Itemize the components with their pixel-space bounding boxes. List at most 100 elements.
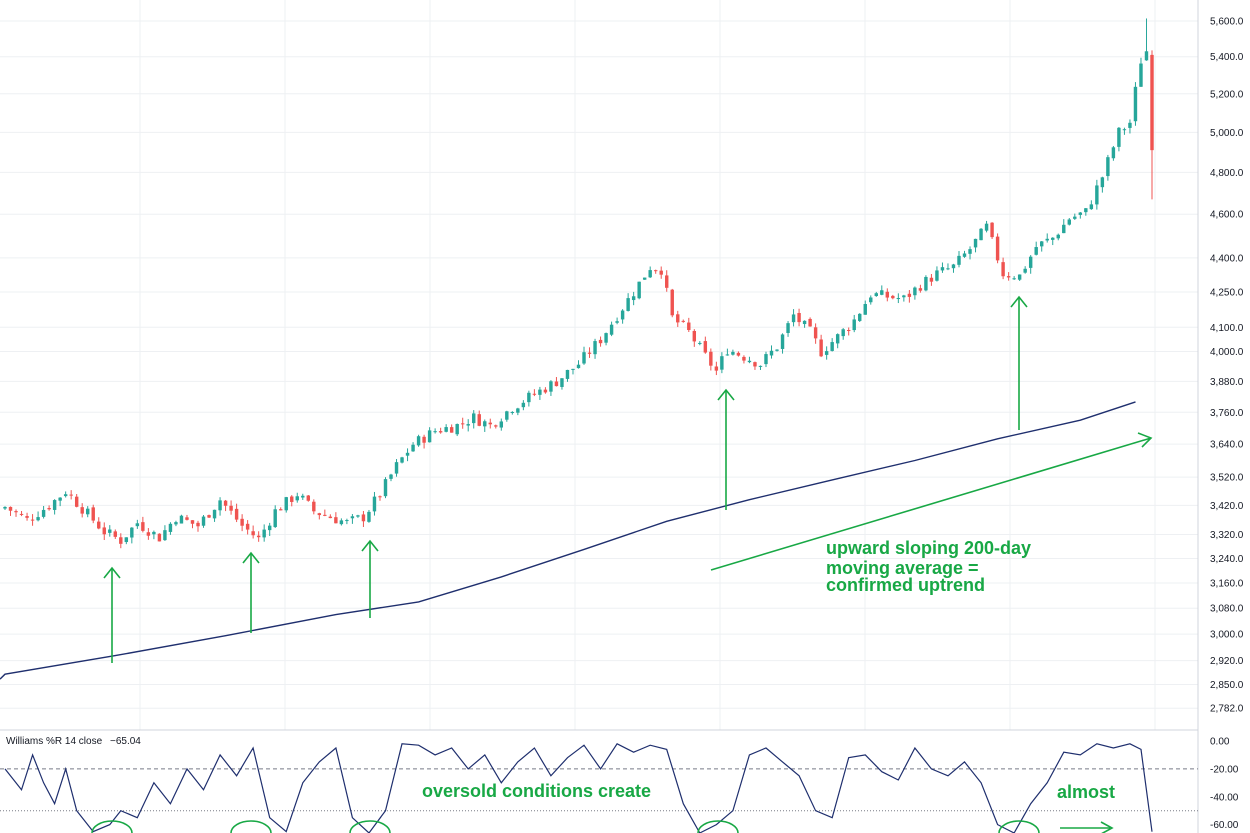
trend-arrow-head (1137, 432, 1153, 448)
price-tick-label: 3,240.0 (1210, 554, 1244, 565)
candle-down (990, 222, 994, 238)
candle-down (918, 288, 923, 291)
candle-down (190, 520, 195, 524)
candle-up (858, 313, 862, 321)
price-tick-label: 5,000.0 (1210, 128, 1244, 139)
candle-up (775, 349, 779, 351)
candle-down (587, 352, 592, 354)
candle-up (135, 523, 140, 527)
annotation-line-3: confirmed uptrend (826, 575, 985, 595)
candle-up (212, 509, 217, 519)
candle-down (14, 511, 18, 513)
candle-down (653, 270, 658, 272)
price-tick-label: 3,880.0 (1210, 377, 1244, 388)
candle-down (692, 330, 697, 342)
candle-down (102, 527, 106, 535)
candle-up (86, 508, 90, 515)
candle-up (1100, 177, 1105, 188)
candle-down (323, 514, 327, 516)
candle-up (620, 310, 625, 320)
wr-annotations: oversold conditions create almost (91, 781, 1115, 833)
oversold-circle-3 (349, 820, 391, 833)
candle-up (516, 408, 520, 413)
candle-up (913, 287, 917, 296)
candle-up (1040, 241, 1044, 247)
candle-up (295, 496, 299, 501)
price-tick-label: 4,800.0 (1210, 168, 1244, 179)
candle-up (521, 402, 526, 408)
candle-down (25, 516, 29, 518)
candle-up (455, 424, 459, 435)
candle-down (477, 414, 481, 426)
candle-down (30, 519, 35, 521)
price-tick-label: 2,920.0 (1210, 656, 1244, 667)
candle-up (747, 360, 752, 363)
candle-up (571, 368, 575, 370)
support-arrow-3-head (361, 539, 379, 552)
candle-down (328, 516, 333, 519)
wr-gridlines (0, 768, 1198, 812)
candle-down (808, 318, 812, 327)
candle-up (130, 527, 134, 538)
candle-up (52, 500, 57, 510)
candle-up (946, 268, 950, 270)
price-tick-label: 3,160.0 (1210, 579, 1244, 590)
williams-r-line (4, 743, 1153, 833)
candle-down (251, 531, 255, 536)
price-tick-label: 4,250.0 (1210, 287, 1244, 298)
candle-down (1006, 276, 1011, 278)
candle-down (113, 531, 117, 537)
candle-down (361, 514, 366, 522)
annotation-line-2: moving average = (826, 558, 979, 578)
candle-up (984, 223, 989, 231)
candle-down (929, 277, 934, 282)
price-tick-label: 2,782.0 (1210, 704, 1244, 715)
candle-down (74, 496, 79, 507)
candle-up (372, 496, 377, 512)
candle-down (196, 522, 200, 527)
oversold-circle-4 (697, 820, 739, 833)
candle-up (499, 421, 504, 428)
candle-up (284, 497, 288, 511)
candle-up (863, 304, 867, 315)
support-arrow-1-head (103, 566, 121, 579)
candle-up (367, 511, 371, 522)
candle-down (714, 366, 719, 371)
candle-down (185, 517, 189, 520)
candle-up (869, 297, 873, 303)
price-tick-label: 2,850.0 (1210, 680, 1244, 691)
candle-down (709, 351, 713, 366)
candle-up (609, 324, 614, 335)
candle-up (1133, 86, 1138, 122)
candle-up (1012, 278, 1016, 280)
support-arrow-5-head (1010, 295, 1028, 308)
candle-down (659, 270, 663, 275)
wr-tick-label: -40.00 (1210, 792, 1239, 803)
candle-down (753, 362, 757, 367)
candle-up (1078, 212, 1083, 215)
candle-up (631, 296, 636, 301)
oversold-circle-1 (91, 820, 133, 833)
candlestick-layer (3, 18, 1154, 549)
price-axis: 5,600.0 5,400.0 5,200.0 5,000.0 4,800.0 4,600… (1210, 16, 1244, 714)
annotation-line-1: upward sloping 200-day (826, 538, 1031, 558)
wr-axis: 0.00 -20.00 -40.00 -60.00 (1210, 737, 1239, 832)
candle-down (813, 327, 818, 339)
candle-down (736, 352, 741, 356)
candle-up (538, 389, 542, 395)
candle-up (3, 506, 7, 509)
candle-down (885, 291, 890, 298)
price-tick-label: 4,400.0 (1210, 253, 1244, 264)
wr-current-value: −65.04 (110, 736, 141, 747)
candle-up (902, 295, 906, 298)
candle-down (207, 515, 211, 518)
candle-up (527, 392, 531, 403)
candle-down (141, 522, 145, 531)
candle-down (334, 517, 338, 524)
candle-up (273, 509, 277, 528)
candle-down (676, 314, 680, 323)
price-tick-label: 3,080.0 (1210, 604, 1244, 615)
candle-down (317, 513, 322, 516)
candle-up (218, 500, 222, 511)
